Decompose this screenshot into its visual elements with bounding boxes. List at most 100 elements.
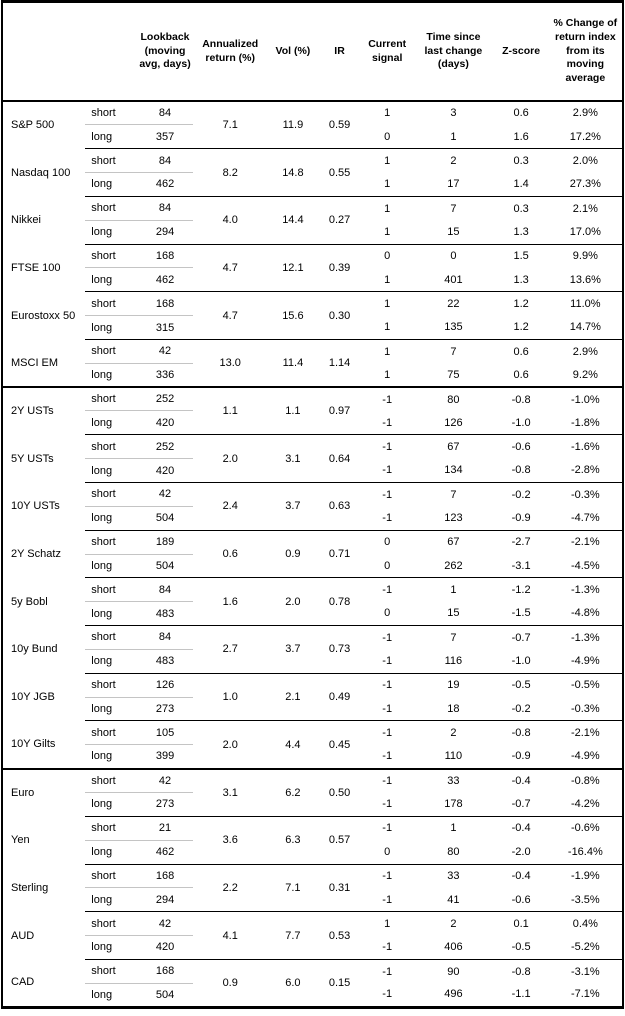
signal-cell: -1 <box>382 750 393 763</box>
signal-cell: 0 <box>384 130 391 143</box>
table-row: AUD short 42 4.1 7.7 0.53 1 2 0.1 0.4% <box>2 911 623 960</box>
signal-cell: 1 <box>384 273 391 286</box>
asset-name-cell: 10y Bund <box>11 643 58 656</box>
leg-cell: short <box>85 815 138 841</box>
header-row: Lookback (moving avg, days) Annualized r… <box>2 1 623 102</box>
asset-name-cell: Nasdaq 100 <box>11 166 71 179</box>
leg-cell: short <box>85 911 138 936</box>
zscore-cell: 1.2 <box>513 321 529 334</box>
lookback-cell: 252 <box>137 386 193 411</box>
signal-cell: 0 <box>384 607 391 620</box>
annualized-return-cell: 4.7 <box>192 291 268 340</box>
leg-cell: short <box>85 434 138 459</box>
zscore-column-header: Z-score <box>493 1 549 102</box>
lookback-cell: 357 <box>137 124 193 149</box>
zscore-cell: -2.0 <box>511 845 531 858</box>
signal-cell: -1 <box>382 655 393 668</box>
ir-cell: 1.14 <box>317 338 362 388</box>
days-since-cell: 7 <box>413 338 494 364</box>
pct-change-cell: -16.4% <box>567 845 603 858</box>
days-since-cell: 123 <box>444 512 463 525</box>
leg-cell: short <box>91 107 116 120</box>
lookback-cell: 42 <box>137 767 193 793</box>
lookback-cell: 84 <box>137 625 193 650</box>
signal-cell: 1 <box>384 225 391 238</box>
lookback-column-header: Lookback (moving avg, days) <box>137 1 193 102</box>
ir-cell: 0.71 <box>317 529 362 578</box>
zscore-cell: 0.6 <box>513 368 529 381</box>
table-row: CAD short 168 0.9 6.0 0.15 -1 90 -0.8 -3.1% <box>2 958 623 1008</box>
days-since-cell: 67 <box>413 434 494 459</box>
table-row: long 462 1 17 1.4 27.3% <box>2 172 623 197</box>
table-row: 2Y Schatz short 189 0.6 0.9 0.71 0 67 -2.7 -2.1% <box>2 529 623 578</box>
ir-cell: 0.31 <box>317 863 362 912</box>
ir-cell: 0.97 <box>317 386 362 435</box>
leg-cell: long <box>85 744 138 769</box>
zscore-cell: -2.7 <box>493 529 549 555</box>
vol-cell: 6.2 <box>267 767 318 817</box>
signal-cell: 1 <box>361 338 414 364</box>
leg-cell: short <box>85 863 138 888</box>
table-row: Yen short 21 3.6 6.3 0.57 -1 1 -0.4 -0.6% <box>2 815 623 864</box>
leg-cell: long <box>85 219 138 245</box>
pct-change-cell: 2.1% <box>548 195 623 221</box>
pct-change-cell: -2.1% <box>548 529 623 555</box>
days-since-cell: 2 <box>413 720 494 745</box>
annualized-return-cell: 2.0 <box>192 434 268 483</box>
table-row: long 315 1 135 1.2 14.7% <box>2 315 623 340</box>
annualized-return-cell: 2.7 <box>192 625 268 674</box>
days-since-cell: 22 <box>413 291 494 316</box>
leg-cell: long <box>85 696 138 721</box>
lookback-cell: 168 <box>137 243 193 268</box>
vol-cell: 3.7 <box>267 625 318 674</box>
lookback-cell: 462 <box>137 267 193 292</box>
asset-name-cell: 5y Bobl <box>11 595 48 608</box>
pct-change-cell: 17.2% <box>569 130 601 143</box>
pct-change-cell: -0.3% <box>548 482 623 507</box>
signal-cell: 0 <box>361 243 414 268</box>
signal-cell: 1 <box>384 321 391 334</box>
annualized-return-cell: 4.7 <box>192 243 268 292</box>
pct-change-cell: -0.8% <box>548 767 623 793</box>
lookback-cell: 84 <box>137 577 193 602</box>
ir-cell: 0.15 <box>317 958 362 1008</box>
table-row: long 420 -1 406 -0.5 -5.2% <box>2 935 623 960</box>
signal-cell: -1 <box>382 416 393 429</box>
table-row: Euro short 42 3.1 6.2 0.50 -1 33 -0.4 -0.8% <box>2 767 623 817</box>
table-row: Nasdaq 100 short 84 8.2 14.8 0.55 1 2 0.3 2.0% <box>2 148 623 197</box>
leg-column-header <box>85 1 138 102</box>
signal-cell: 1 <box>361 148 414 173</box>
annualized-return-cell: 1.1 <box>192 386 268 435</box>
leg-cell: long <box>85 172 138 197</box>
table-row: long 399 -1 110 -0.9 -4.9% <box>2 744 623 769</box>
zscore-cell: -0.8 <box>493 386 549 411</box>
signal-cell: -1 <box>361 482 414 507</box>
leg-cell: long <box>85 982 138 1008</box>
pct-change-cell: 9.2% <box>572 368 598 381</box>
days-since-cell: 126 <box>444 416 463 429</box>
zscore-cell: 0.6 <box>513 107 529 120</box>
leg-cell: long <box>85 601 138 626</box>
lookback-cell: 42 <box>137 911 193 936</box>
zscore-cell: 1.4 <box>513 178 529 191</box>
annualized-return-cell: 3.6 <box>192 815 268 864</box>
annualized-return-cell: 1.6 <box>192 577 268 626</box>
vol-cell: 14.8 <box>267 148 318 197</box>
lookback-cell: 336 <box>137 362 193 388</box>
pct-change-cell: -4.8% <box>570 607 600 620</box>
leg-cell: long <box>85 410 138 435</box>
zscore-cell: -1.0 <box>511 416 531 429</box>
ir-cell: 0.63 <box>317 482 362 531</box>
vol-cell: 3.7 <box>267 482 318 531</box>
annualized-return-cell: 2.2 <box>192 863 268 912</box>
table-row: 5y Bobl short 84 1.6 2.0 0.78 -1 1 -1.2 -1.3% <box>2 577 623 626</box>
zscore-cell: 0.3 <box>493 195 549 221</box>
leg-cell: short <box>85 195 138 221</box>
lookback-cell: 168 <box>137 863 193 888</box>
table-row: long 462 1 401 1.3 13.6% <box>2 267 623 292</box>
signal-cell: -1 <box>361 863 414 888</box>
table-row: 10Y JGB short 126 1.0 2.1 0.49 -1 19 -0.5 -0.5% <box>2 672 623 721</box>
pct-change-cell: -3.5% <box>570 893 600 906</box>
asset-name-cell: Eurostoxx 50 <box>11 309 76 322</box>
signal-cell: -1 <box>361 767 414 793</box>
